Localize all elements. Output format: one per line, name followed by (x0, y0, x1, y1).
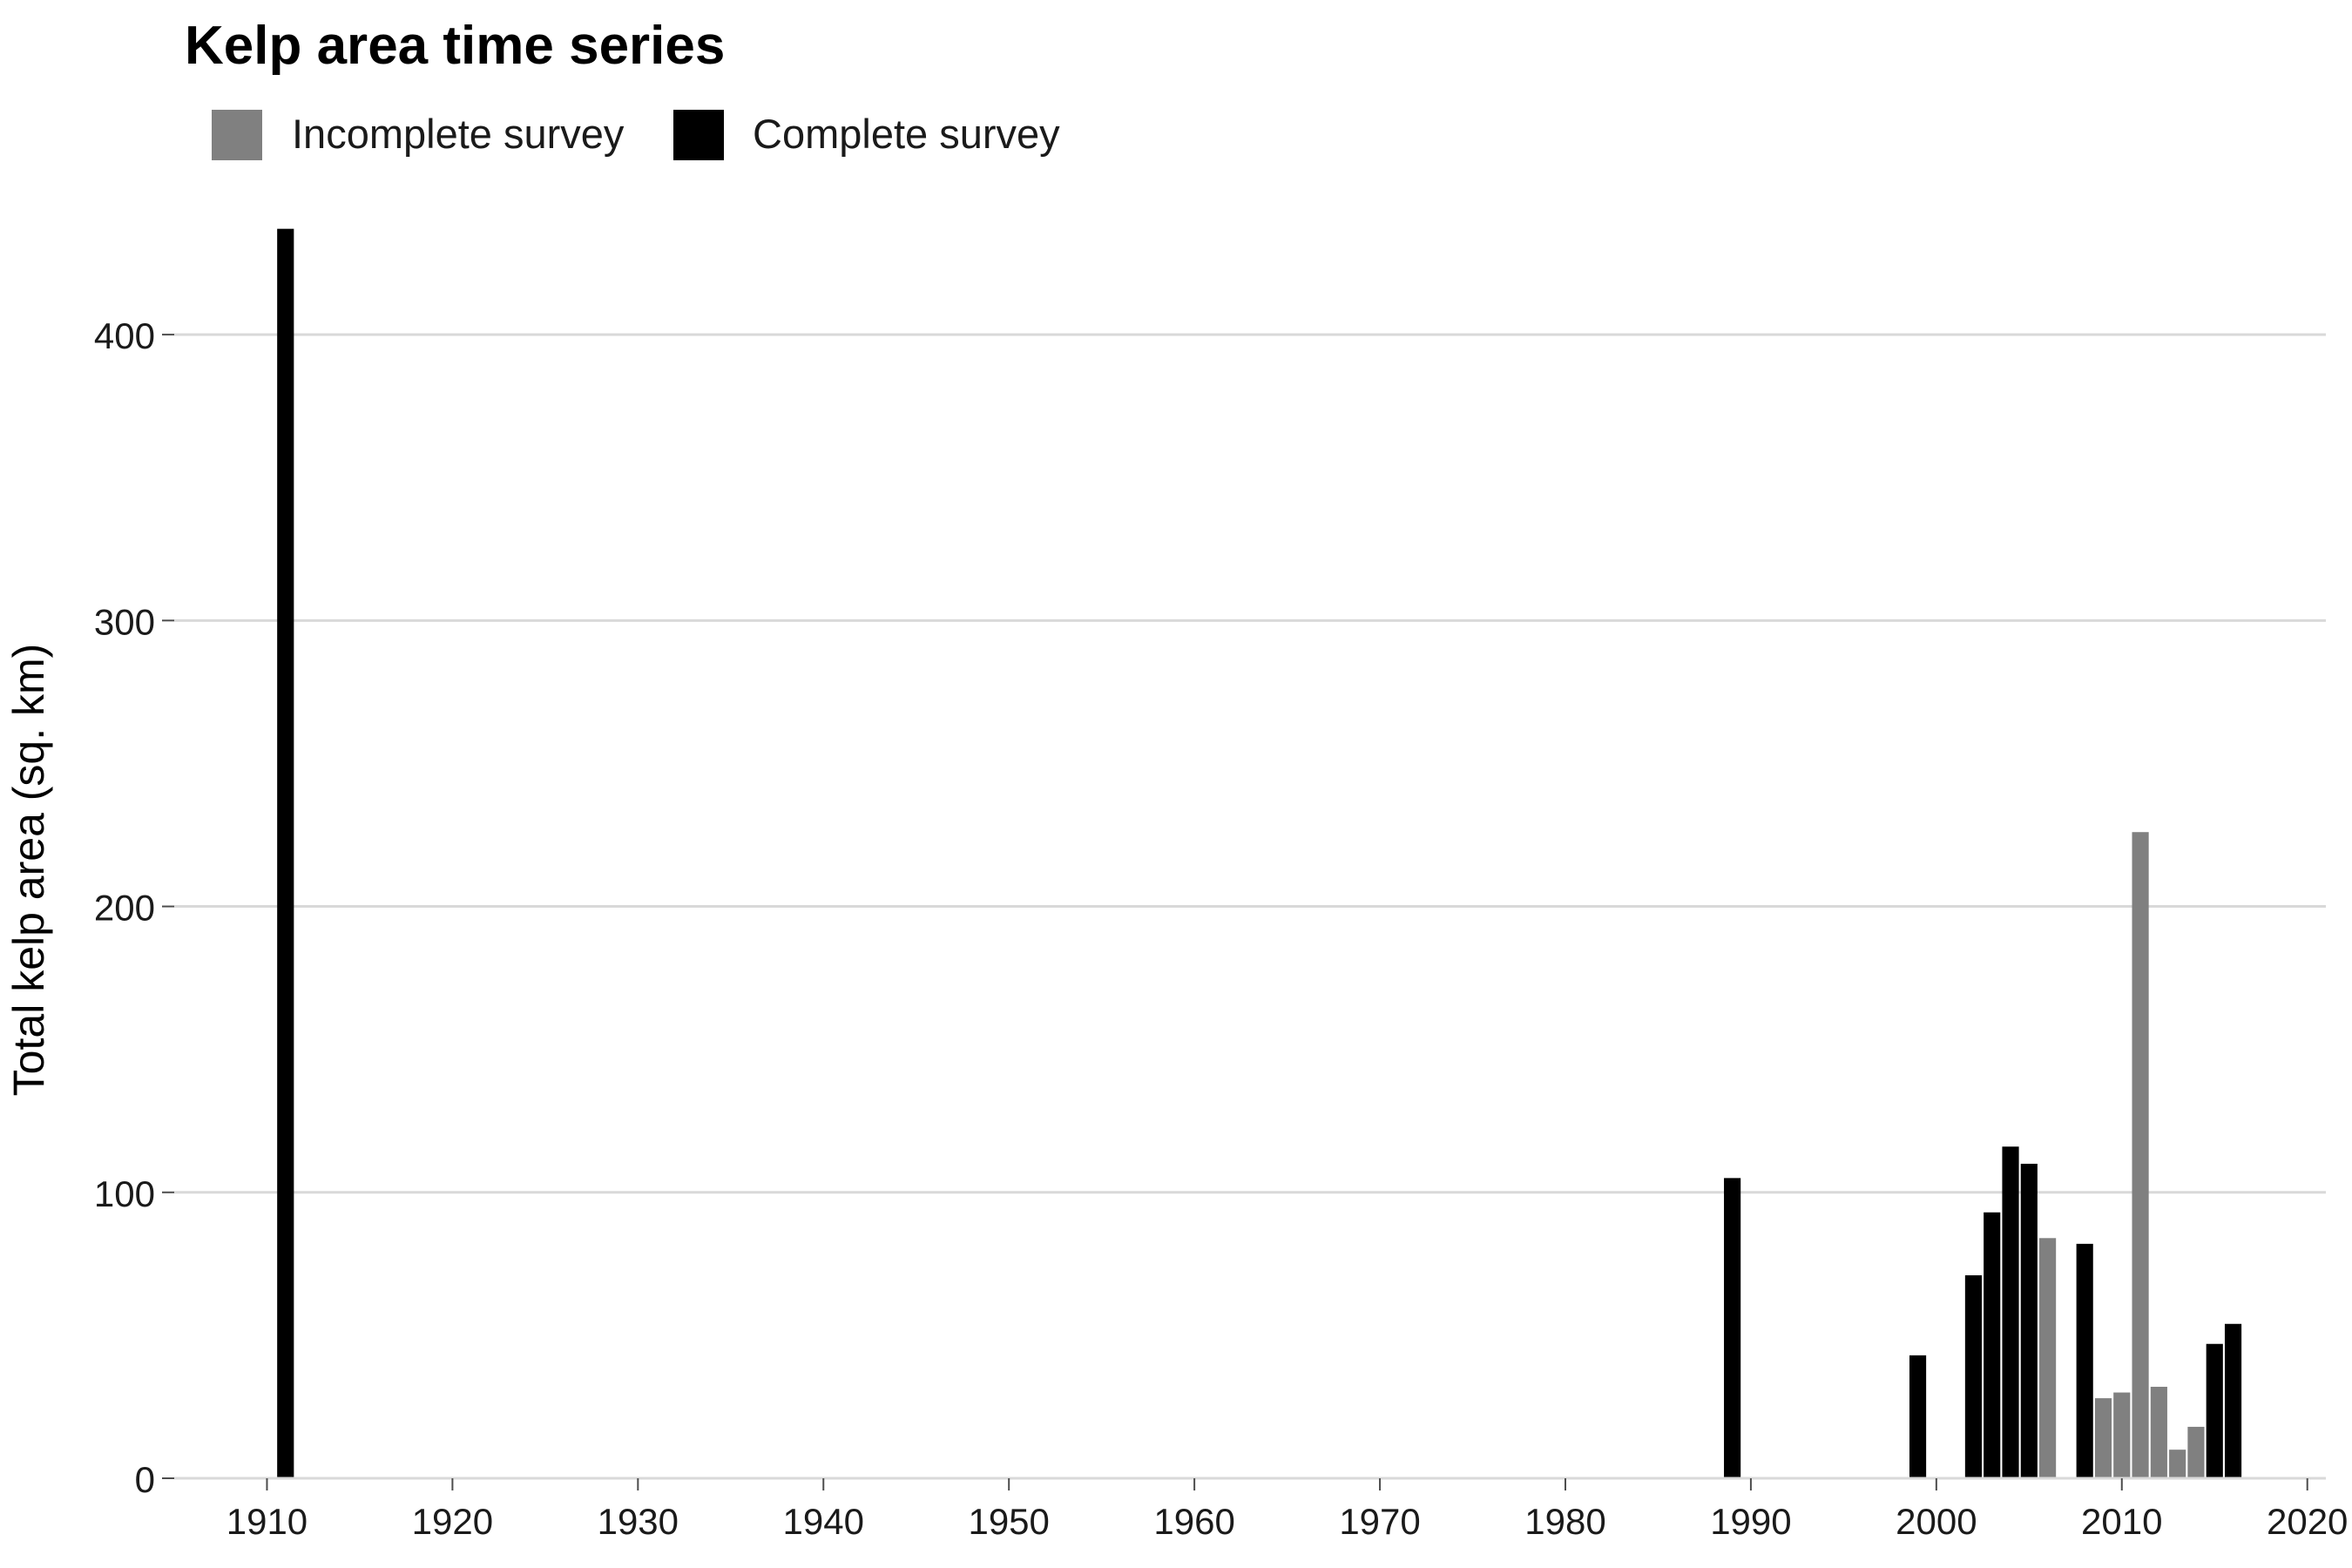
y-tick-label: 400 (94, 315, 155, 356)
bar-2005 (2020, 1163, 2038, 1478)
bar-1999 (1909, 1355, 1927, 1478)
x-tick-label: 1910 (226, 1501, 308, 1542)
y-axis-title: Total kelp area (sq. km) (4, 644, 53, 1097)
y-tick-label: 0 (135, 1459, 155, 1500)
x-tick-label: 1940 (783, 1501, 864, 1542)
x-tick-label: 1920 (412, 1501, 493, 1542)
bar-2014 (2187, 1426, 2205, 1478)
x-tick-label: 1990 (1710, 1501, 1791, 1542)
bars (277, 228, 2242, 1478)
chart-title: Kelp area time series (185, 16, 725, 76)
x-tick-label: 1930 (598, 1501, 679, 1542)
bar-2012 (2150, 1386, 2167, 1478)
x-tick-label: 2020 (2267, 1501, 2348, 1542)
y-tick-label: 100 (94, 1173, 155, 1214)
y-tick-label: 300 (94, 601, 155, 642)
bar-2009 (2094, 1398, 2112, 1478)
x-tick-label: 2010 (2081, 1501, 2162, 1542)
bar-2013 (2169, 1450, 2186, 1478)
x-tick-label: 1980 (1524, 1501, 1605, 1542)
legend-swatch-complete (673, 110, 724, 160)
bar-1989 (1724, 1178, 1741, 1478)
legend-label-complete: Complete survey (753, 111, 1060, 157)
bar-2010 (2113, 1392, 2131, 1478)
x-tick-label: 1960 (1153, 1501, 1234, 1542)
x-tick-label: 2000 (1896, 1501, 1977, 1542)
bar-2003 (1984, 1212, 2001, 1478)
y-axis: 0 100 200 300 400 (94, 315, 174, 1500)
bar-2004 (2002, 1146, 2019, 1478)
bar-2011 (2132, 832, 2149, 1478)
bar-2002 (1964, 1274, 1983, 1478)
bar-1911 (277, 228, 294, 1478)
bar-2006 (2039, 1238, 2057, 1478)
bar-2015 (2206, 1343, 2223, 1478)
x-tick-label: 1970 (1339, 1501, 1420, 1542)
gridlines (174, 333, 2326, 1194)
bar-2008 (2076, 1243, 2093, 1478)
legend-label-incomplete: Incomplete survey (292, 111, 625, 157)
legend-swatch-incomplete (212, 110, 262, 160)
x-tick-label: 1950 (968, 1501, 1049, 1542)
x-axis: 1910 1920 1930 1940 1950 1960 1970 1980 1990 2000… (174, 1477, 2348, 1542)
bar-2016 (2224, 1323, 2242, 1478)
legend: Incomplete survey Complete survey (212, 110, 1060, 160)
y-tick-label: 200 (94, 888, 155, 929)
